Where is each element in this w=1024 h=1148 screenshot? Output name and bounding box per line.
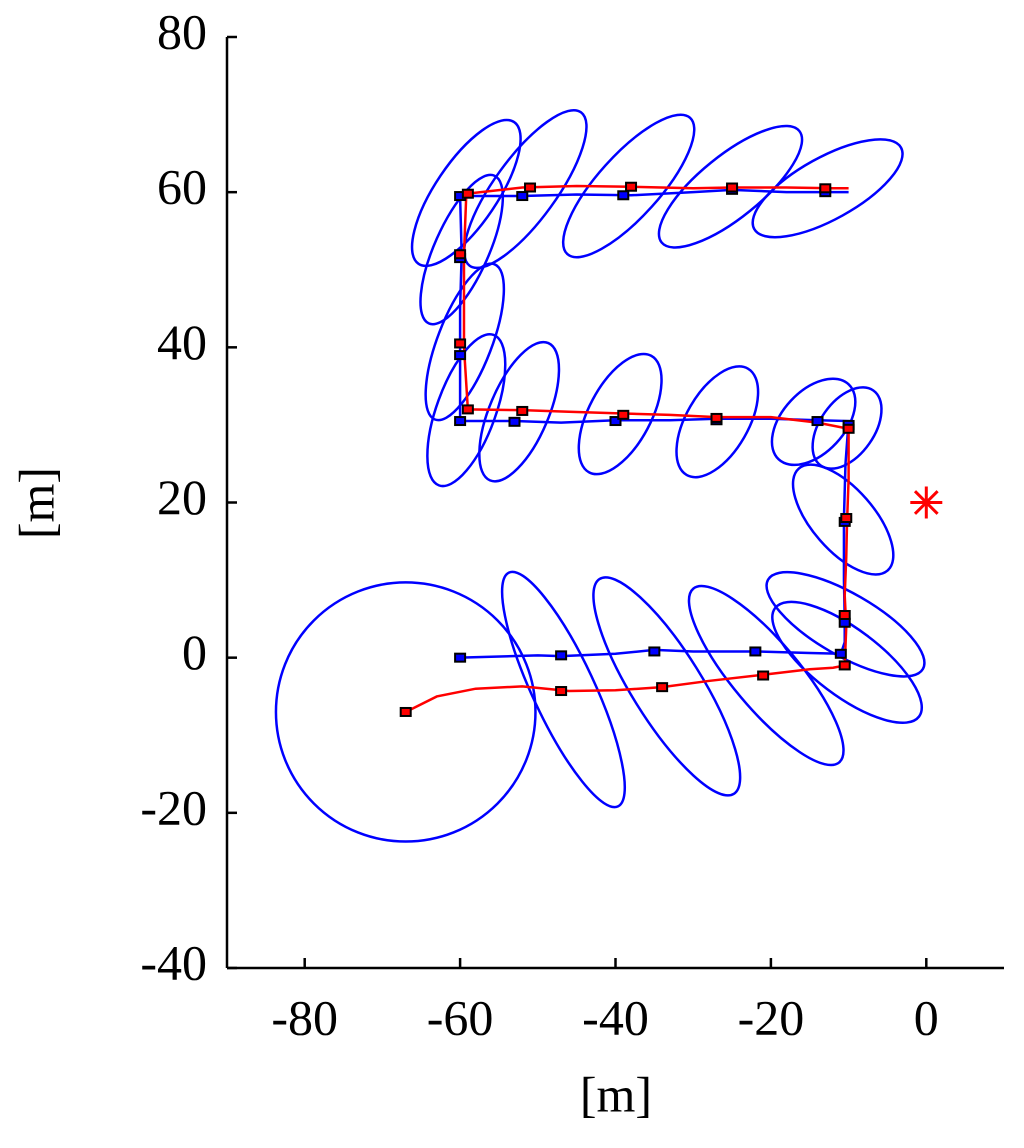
x-tick-label: -40 [582,989,649,1045]
marker [749,646,762,657]
marker [625,181,638,192]
marker [508,416,521,427]
marker [840,513,853,524]
marker [555,650,568,661]
uncertainty-ellipse [500,570,627,809]
marker [399,706,412,717]
uncertainty-ellipse [771,600,924,725]
x-tick-label: -80 [271,989,338,1045]
marker [617,409,630,420]
uncertainty-ellipse [675,365,760,479]
marker [609,416,622,427]
marker [461,404,474,415]
marker [710,412,723,423]
y-tick-label: 0 [182,624,207,680]
uncertainty-ellipse [410,118,522,268]
uncertainty-ellipse [419,173,505,326]
marker [454,350,467,361]
x-axis-label: [m] [580,1066,652,1122]
marker [555,686,568,697]
uncertainty-ellipse [577,352,663,476]
trajectory [405,184,850,714]
marker [656,682,669,693]
marker [726,182,739,193]
uncertainty-ellipse [770,377,857,467]
marker [454,652,467,663]
marker [842,423,855,434]
x-tick-label: -20 [738,989,805,1045]
uncertainty-ellipse [791,463,895,576]
y-tick-label: -40 [140,934,207,990]
marker [757,670,770,681]
marker [524,182,537,193]
marker [838,660,851,671]
y-tick-label: 80 [157,3,207,59]
y-tick-label: -20 [140,779,207,835]
uncertainty-ellipse [424,262,506,422]
y-axis-label: [m] [8,467,64,539]
marker [461,188,474,199]
uncertainty-ellipse [751,138,904,239]
uncertainty-ellipse [561,113,696,259]
uncertainty-ellipse [687,584,845,767]
x-tick-label: 0 [914,989,939,1045]
marker [454,249,467,260]
marker [454,416,467,427]
marker [454,338,467,349]
marker [819,183,832,194]
star-marker [910,486,943,519]
y-tick-label: 20 [157,469,207,525]
uncertainty-ellipse [765,570,926,678]
marker [617,190,630,201]
uncertainty-ellipse [811,386,883,470]
uncertainty-ellipse [592,576,742,797]
x-tick-label: -60 [427,989,494,1045]
uncertainty-ellipse [274,581,537,843]
marker [834,648,847,659]
marker [811,416,824,427]
y-tick-label: 60 [157,159,207,215]
y-tick-label: 40 [157,314,207,370]
marker [648,646,661,657]
marker [838,609,851,620]
marker [516,405,529,416]
uncertainty-ellipse [657,124,804,249]
uncertainty-ellipse [463,108,588,270]
marker [516,191,529,202]
